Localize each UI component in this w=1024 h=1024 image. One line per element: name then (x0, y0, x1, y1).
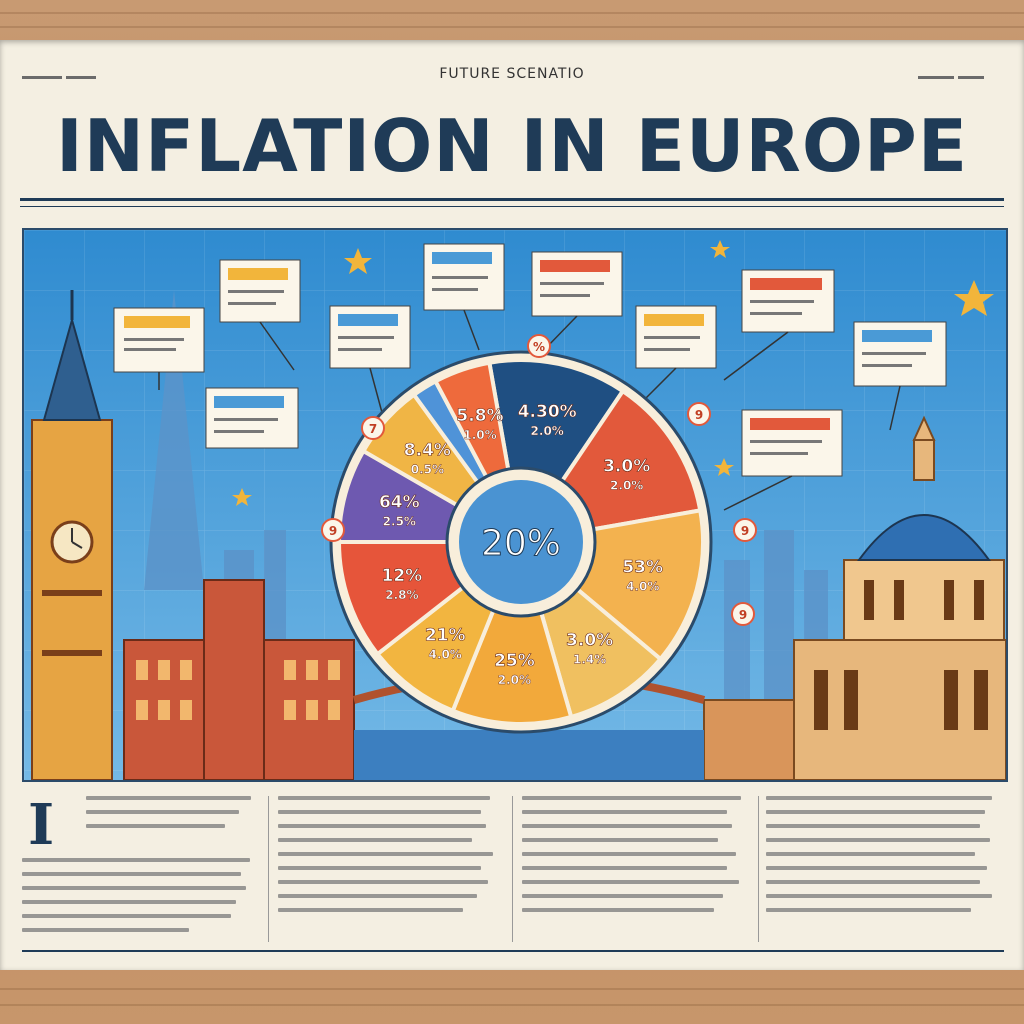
article-column-4 (766, 796, 1004, 946)
article-dropcap: I (28, 792, 55, 858)
slice-value-label: 5.8% (456, 406, 503, 426)
slice-value-label: 53% (622, 558, 663, 578)
pie-hub (459, 480, 583, 604)
slice-sub-label: 0.5% (411, 463, 444, 477)
infographic-illustration: 4.30% 2.0% 3.0% 2.0% 53% 4.0% 3.0% 1.4% 25% 2.0% 2… (22, 228, 1008, 782)
pie-center-label: 20% (481, 523, 561, 564)
pie-badge (361, 416, 385, 440)
column-separator (512, 796, 513, 942)
slice-sub-label: 4.0% (429, 648, 462, 662)
headline-rule (20, 198, 1004, 201)
dome-cathedral (703, 415, 1006, 780)
illustration-svg: 4.30% 2.0% 3.0% 2.0% 53% 4.0% 3.0% 1.4% 25% 2.0% 2… (24, 230, 1006, 780)
slice-sub-label: 2.0% (531, 424, 564, 438)
slice-value-label: 64% (379, 492, 420, 512)
slice-sub-label: 1.4% (573, 653, 606, 667)
pie-badge (733, 518, 757, 542)
slice-value-label: 3.0% (603, 456, 650, 476)
pie-badge-label: 9 (695, 408, 703, 422)
column-separator (268, 796, 269, 942)
big-ben-tower (31, 290, 113, 780)
headline-rule-thin (20, 206, 1004, 207)
slice-value-label: 3.0% (566, 631, 613, 651)
pie-badge-label: 9 (329, 524, 337, 538)
article-column-1-body (22, 858, 260, 1008)
pie-chart: 4.30% 2.0% 3.0% 2.0% 53% 4.0% 3.0% 1.4% 25% 2.0% 2… (321, 334, 757, 734)
wood-grain (0, 12, 1024, 14)
pie-badge-label: % (533, 340, 545, 354)
pie-badge (731, 602, 755, 626)
slice-sub-label: 2.0% (498, 673, 531, 687)
article-column-3 (522, 796, 750, 946)
page-headline: INFLATION IN EUROPE (55, 104, 969, 188)
river (354, 730, 704, 780)
wood-grain (0, 988, 1024, 990)
leader-lines (158, 309, 901, 511)
kicker-label: FUTURE SCENATIO (439, 66, 585, 82)
article-column-1 (86, 796, 260, 946)
parliament-building (123, 579, 355, 780)
wood-grain (0, 1004, 1024, 1006)
slice-value-label: 21% (425, 626, 466, 646)
slice-value-label: 25% (494, 651, 535, 671)
article-column-2 (278, 796, 504, 946)
slice-sub-label: 2.8% (385, 588, 418, 602)
slice-sub-label: 1.0% (463, 428, 496, 442)
wood-grain (0, 26, 1024, 28)
pie-badge (687, 402, 711, 426)
callout-cards (113, 243, 947, 477)
slice-sub-label: 2.5% (383, 514, 416, 528)
masthead-left-meta (22, 76, 96, 82)
star-icons (232, 240, 994, 506)
masthead-right-meta (918, 76, 984, 82)
footer-rule (22, 950, 1004, 952)
pie-badge-label: 9 (739, 608, 747, 622)
pie-badge (527, 334, 551, 358)
column-separator (758, 796, 759, 942)
slice-value-label: 8.4% (404, 441, 451, 461)
slice-value-label: 12% (382, 566, 423, 586)
slice-sub-label: 4.0% (626, 580, 659, 594)
pie-badge-label: 9 (741, 524, 749, 538)
pie-badge (321, 518, 345, 542)
pie-badge-label: 7 (369, 422, 377, 436)
slice-value-label: 4.30% (518, 402, 577, 422)
slice-sub-label: 2.0% (610, 478, 643, 492)
